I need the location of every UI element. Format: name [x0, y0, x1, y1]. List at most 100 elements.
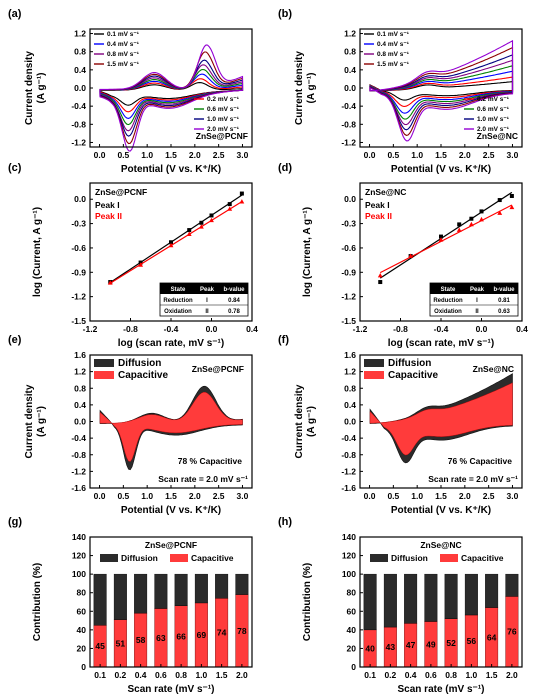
y-tick-label: -1.2 [71, 466, 86, 476]
y-tick-label: 0.4 [74, 400, 86, 410]
legend-entry: 2.0 mV s⁻¹ [477, 126, 509, 133]
x-tick-label: 2.0 [189, 491, 201, 501]
x-tick-label: -1.2 [83, 324, 98, 334]
x-axis-label: Potential (V vs. K⁺/K) [391, 505, 491, 516]
table-cell: I [206, 298, 208, 304]
legend-entry: Diffusion [388, 358, 431, 369]
bar-value-label: 52 [446, 638, 456, 648]
data-point [497, 198, 502, 203]
legend-entry: 1.0 mV s⁻¹ [207, 116, 239, 123]
data-point [457, 222, 462, 227]
x-tick-label: -0.8 [123, 324, 138, 334]
x-tick-label: 0.5 [117, 150, 129, 160]
data-point [138, 262, 144, 267]
data-point [168, 242, 174, 248]
x-tick-label: 0.5 [117, 491, 129, 501]
data-point [479, 216, 484, 222]
x-tick-label: 1.5 [216, 670, 228, 680]
sample-label: ZnSe@NC [420, 540, 461, 550]
y-axis-label: Current density [294, 384, 305, 458]
bar-value-label: 49 [426, 639, 436, 649]
plot-frame [359, 536, 523, 668]
x-tick-label: 2.5 [213, 150, 225, 160]
data-point [439, 234, 443, 239]
sample-label: ZnSe@PCNF [145, 540, 197, 550]
bar-value-label: 43 [386, 642, 396, 652]
data-point [377, 272, 383, 278]
x-tick-label: 0.0 [364, 491, 376, 501]
data-point [198, 224, 204, 229]
table-cell: II [475, 309, 479, 315]
diffusion-bar [485, 573, 499, 608]
diffusion-bar [134, 573, 148, 614]
bar-value-label: 40 [365, 643, 375, 653]
y-axis-label: Current density [24, 384, 35, 458]
y-tick-label: -0.8 [71, 119, 86, 129]
x-tick-label: 2.0 [459, 491, 471, 501]
legend-entry: Capacitive [118, 370, 168, 381]
fit-line [379, 204, 513, 274]
table-border [429, 282, 519, 317]
y-tick-label: -1.2 [71, 137, 86, 147]
diffusion-bar [444, 573, 458, 619]
panel-h: 40 0.1 43 0.2 47 0.4 49 0.6 52 0.8 56 1.0 64 1.5 76 2.0… [278, 516, 523, 695]
x-tick-label: 0.2 [114, 670, 126, 680]
bar-value-label: 64 [487, 632, 497, 642]
x-tick-label: 0.6 [425, 670, 437, 680]
data-point [497, 210, 503, 215]
legend-entry: 0.8 mV s⁻¹ [107, 51, 139, 58]
sample-label: ZnSe@PCNF [196, 131, 248, 141]
y-tick-label: -0.3 [341, 219, 356, 229]
data-point [187, 228, 192, 233]
table-header-cell: Peak [470, 287, 485, 293]
diffusion-bar [194, 573, 208, 604]
panel-d: -1.2 -0.8 -0.4 0.0 0.4-1.5-1.2-0.9-0.6-0.30.… [278, 162, 528, 349]
data-point [509, 204, 515, 210]
x-axis-label: log (scan rate, mV s⁻¹) [388, 338, 494, 349]
table-cell: Oxidation [164, 309, 192, 315]
cv-curve [369, 39, 514, 142]
legend-entry: Capacitive [461, 553, 504, 563]
data-point [239, 199, 245, 204]
table-border [159, 282, 249, 317]
y-axis-label: Contribution (%) [302, 563, 313, 641]
y-axis-unit: (A g⁻¹) [36, 72, 47, 103]
table-cell: I [476, 298, 478, 304]
y-tick-label: 140 [342, 532, 356, 542]
table-header [160, 283, 248, 294]
scan-rate-note: Scan rate = 2.0 mV s⁻¹ [158, 474, 248, 484]
diffusion-bar [93, 573, 107, 626]
x-tick-label: 0.1 [364, 670, 376, 680]
y-tick-label: 80 [347, 588, 357, 598]
legend-swatch [370, 554, 388, 562]
panel-c: -1.2 -0.8 -0.4 0.0 0.4-1.5-1.2-0.9-0.6-0.30.… [8, 162, 258, 349]
y-tick-label: 0.0 [344, 83, 356, 93]
bar-value-label: 76 [507, 627, 517, 637]
x-tick-label: 0.5 [387, 150, 399, 160]
legend-entry: 2.0 mV s⁻¹ [207, 126, 239, 133]
x-tick-label: 2.0 [506, 670, 518, 680]
bar-value-label: 45 [95, 641, 105, 651]
x-tick-label: 1.0 [141, 491, 153, 501]
y-tick-label: -0.8 [341, 450, 356, 460]
y-tick-label: 1.6 [74, 350, 86, 360]
panel-letter: (f) [278, 334, 289, 346]
legend-entry: 0.2 mV s⁻¹ [477, 96, 509, 103]
panel-letter: (h) [278, 516, 292, 528]
x-axis-label: Potential (V vs. K⁺/K) [121, 164, 221, 175]
y-tick-label: 1.2 [74, 367, 86, 377]
x-axis-label: Scan rate (mV s⁻¹) [398, 684, 485, 695]
x-tick-label: 0.0 [206, 324, 218, 334]
legend-entry: Diffusion [118, 358, 161, 369]
bar-value-label: 51 [116, 638, 126, 648]
y-axis-unit: (A g⁻¹) [36, 406, 47, 437]
y-tick-label: 0.0 [74, 194, 86, 204]
data-point [227, 206, 233, 211]
legend-entry: 1.0 mV s⁻¹ [477, 116, 509, 123]
legend-swatch [364, 371, 384, 379]
data-point [408, 253, 414, 258]
bar-value-label: 66 [176, 631, 186, 641]
fit-line [109, 194, 243, 284]
legend-entry: Capacitive [191, 553, 234, 563]
x-tick-label: 2.0 [459, 150, 471, 160]
